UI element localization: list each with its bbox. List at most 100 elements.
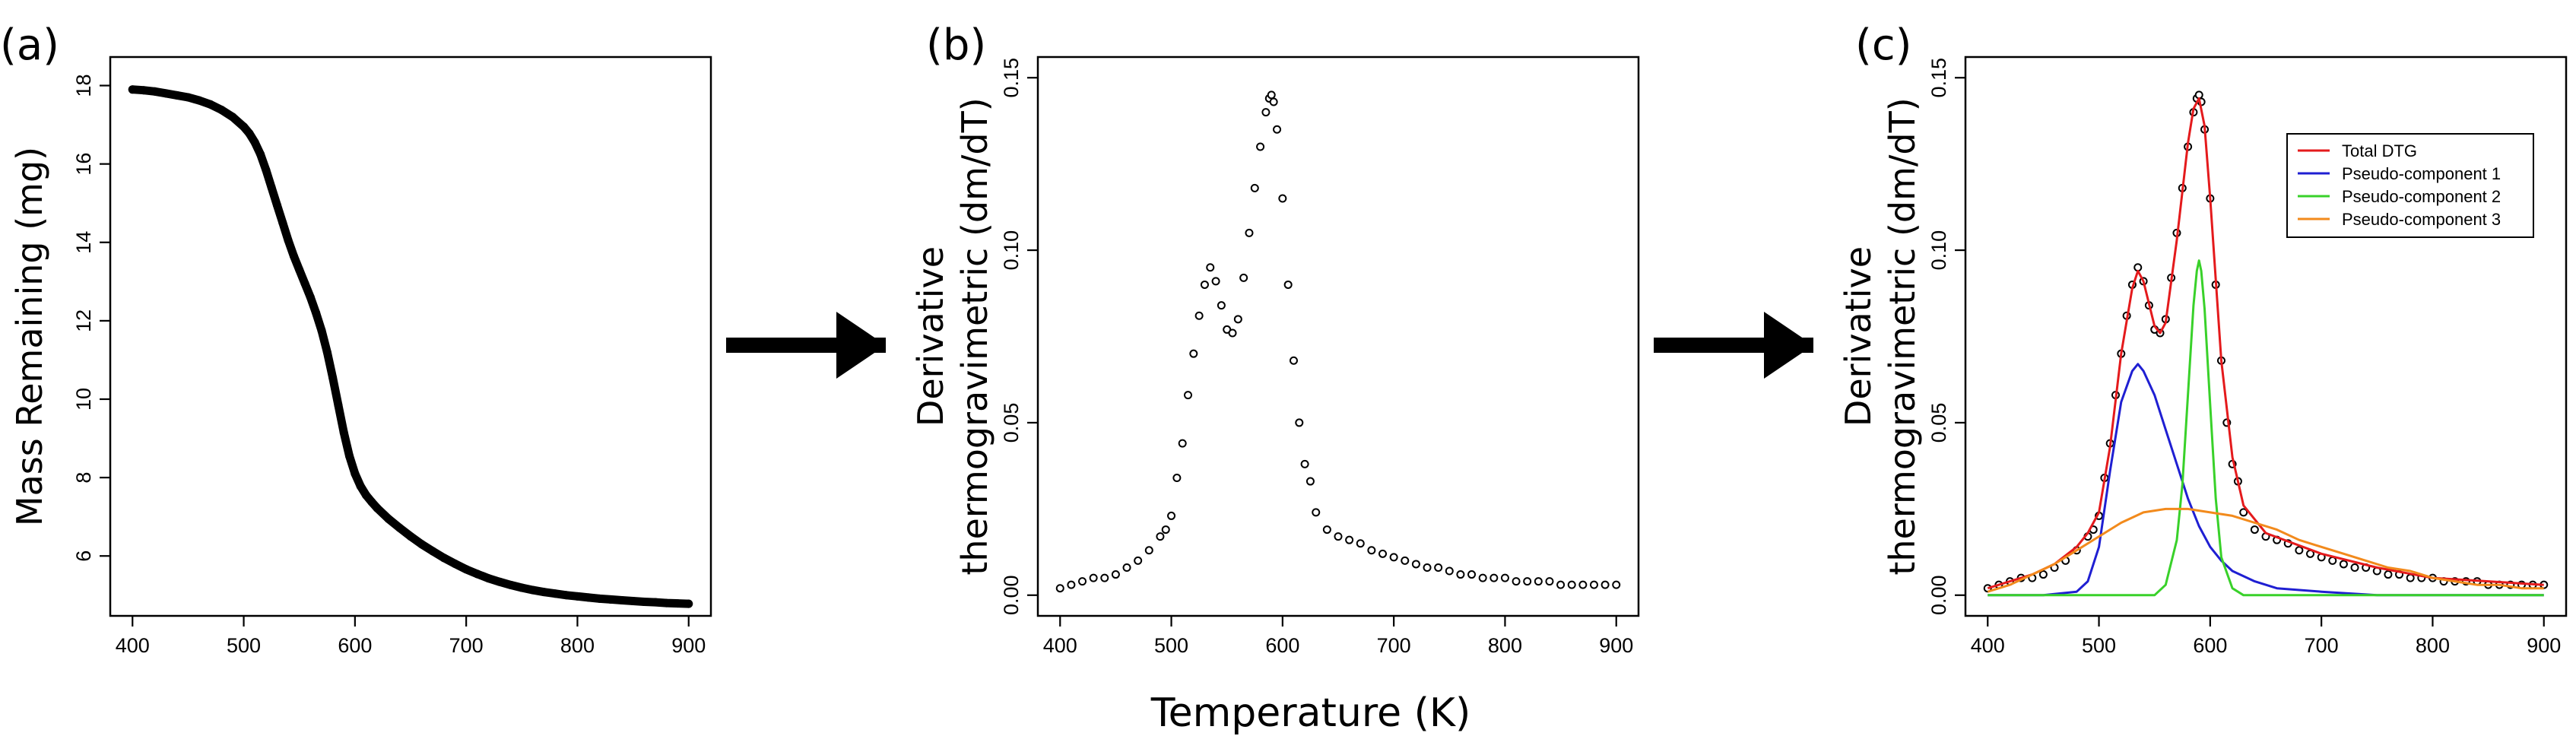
data-point bbox=[417, 540, 427, 549]
data-point bbox=[1512, 577, 1521, 586]
arrow-a-to-b bbox=[726, 312, 886, 379]
data-point bbox=[428, 547, 437, 556]
data-point bbox=[2339, 560, 2348, 569]
data-point bbox=[1401, 556, 1410, 565]
data-point bbox=[1289, 356, 1298, 365]
data-point bbox=[1589, 580, 1598, 589]
data-point bbox=[1267, 90, 1276, 100]
data-point bbox=[1211, 277, 1220, 286]
series-line-3 bbox=[1988, 259, 2544, 597]
data-point bbox=[312, 309, 321, 318]
data-point bbox=[1200, 280, 1209, 289]
data-point bbox=[1500, 573, 1509, 582]
y-axis-title: thermogravimetric (dm/dT) bbox=[1882, 97, 1923, 575]
data-point bbox=[1345, 535, 1354, 544]
x-tick-label: 700 bbox=[1377, 634, 1411, 657]
y-tick-label: 0.15 bbox=[1000, 58, 1023, 98]
data-point bbox=[183, 93, 192, 102]
data-point bbox=[661, 598, 671, 608]
data-point bbox=[395, 523, 404, 532]
data-point bbox=[1545, 577, 1554, 586]
data-point bbox=[1283, 280, 1293, 289]
data-point bbox=[1217, 301, 1226, 310]
data-point bbox=[1256, 142, 1265, 151]
data-point bbox=[1269, 97, 1278, 106]
x-tick-label: 600 bbox=[338, 634, 372, 657]
data-point bbox=[1467, 570, 1477, 579]
data-point bbox=[256, 150, 265, 159]
data-point bbox=[1078, 577, 1087, 586]
y-tick-label: 10 bbox=[72, 388, 95, 411]
panel-c-chart: (c) 400 500 600 700 800 900 0.00 0.05 0.10 0.15 Der… bbox=[1838, 21, 2568, 657]
legend-label: Pseudo-component 2 bbox=[2342, 187, 2501, 206]
y-axis-title: Mass Remaining (mg) bbox=[9, 147, 50, 526]
plot-frame bbox=[1964, 56, 2568, 617]
y-tick-label: 18 bbox=[72, 75, 95, 97]
data-point bbox=[2384, 570, 2393, 579]
data-point bbox=[1578, 580, 1588, 589]
data-point bbox=[206, 100, 215, 109]
data-point bbox=[367, 497, 376, 506]
data-point bbox=[684, 599, 693, 608]
data-point bbox=[267, 183, 276, 192]
data-point bbox=[439, 554, 449, 563]
x-tick-label: 600 bbox=[2193, 634, 2227, 657]
data-point bbox=[2406, 573, 2415, 582]
data-point bbox=[1523, 577, 1532, 586]
data-point bbox=[351, 469, 360, 478]
y-tick-label: 12 bbox=[72, 309, 95, 332]
data-point bbox=[584, 593, 593, 602]
data-point bbox=[300, 279, 309, 288]
x-tick-label: 800 bbox=[560, 634, 595, 657]
data-point bbox=[161, 89, 170, 98]
data-point bbox=[1278, 194, 1287, 203]
plot-frame bbox=[1036, 56, 1640, 617]
y-tick-label: 0.10 bbox=[1000, 230, 1023, 271]
shared-x-axis-title: Temperature (K) bbox=[1150, 690, 1471, 736]
data-point bbox=[2038, 570, 2048, 579]
data-point bbox=[1184, 391, 1192, 400]
x-tick-label: 800 bbox=[2416, 634, 2450, 657]
data-point bbox=[517, 583, 526, 592]
x-tick-label: 400 bbox=[1971, 634, 2005, 657]
data-point bbox=[1434, 563, 1443, 572]
panel-label: (b) bbox=[926, 21, 986, 70]
data-point bbox=[506, 580, 516, 589]
data-point bbox=[673, 599, 682, 608]
x-tick-label: 400 bbox=[116, 634, 150, 657]
data-point bbox=[356, 481, 365, 490]
y-tick-label: 0.10 bbox=[1927, 230, 1950, 271]
data-point bbox=[1295, 418, 1304, 427]
panel-label: (a) bbox=[0, 21, 59, 70]
data-point bbox=[562, 591, 571, 600]
data-point bbox=[361, 490, 370, 500]
data-point bbox=[272, 201, 281, 210]
panel-a-chart: (a) 400 500 600 700 800 900 6 8 10 12 14 16 18 Mass Re… bbox=[0, 21, 712, 657]
data-point bbox=[2350, 563, 2359, 572]
data-point bbox=[1134, 556, 1143, 565]
y-tick-label: 0.00 bbox=[1927, 575, 1950, 615]
data-point bbox=[528, 585, 538, 595]
data-point bbox=[1250, 183, 1259, 192]
data-point bbox=[451, 560, 460, 569]
data-point bbox=[384, 514, 393, 523]
data-point bbox=[1612, 580, 1621, 589]
y-tick-label: 0.05 bbox=[1000, 403, 1023, 443]
data-point bbox=[250, 138, 259, 147]
data-point bbox=[462, 565, 471, 574]
data-point bbox=[151, 87, 160, 96]
x-tick-label: 700 bbox=[2305, 634, 2339, 657]
data-point bbox=[1156, 532, 1165, 541]
data-point bbox=[1144, 546, 1153, 555]
data-point bbox=[1172, 474, 1182, 483]
data-point bbox=[1228, 328, 1237, 338]
data-point bbox=[295, 265, 304, 274]
x-tick-label: 900 bbox=[2527, 634, 2561, 657]
data-point bbox=[1245, 228, 1254, 237]
mass-curve bbox=[128, 85, 693, 608]
data-point bbox=[322, 347, 332, 357]
data-point bbox=[651, 598, 660, 607]
data-point bbox=[639, 598, 649, 607]
data-point bbox=[606, 595, 615, 604]
y-axis-title: Derivative bbox=[1838, 246, 1879, 427]
